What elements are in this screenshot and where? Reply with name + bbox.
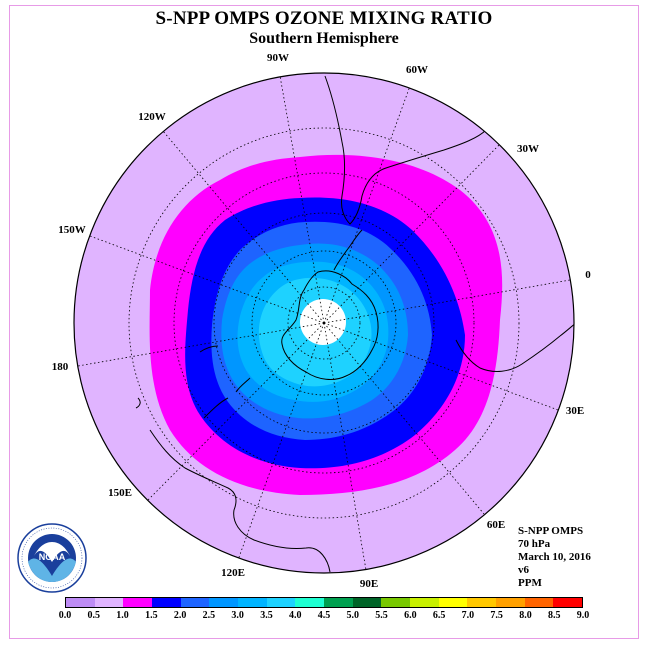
lon-label-30w: 30W <box>517 143 539 155</box>
colorbar-tick-label: 6.5 <box>432 610 446 621</box>
info-units: PPM <box>518 577 542 589</box>
colorbar-tick-label: 4.5 <box>317 610 331 621</box>
latitude-lines <box>128 127 520 519</box>
lon-label-90e: 90E <box>360 578 378 590</box>
colorbar-tick-label: 0.0 <box>58 610 72 621</box>
colorbar-swatch <box>152 598 181 607</box>
colorbar-tick-label: 7.5 <box>490 610 503 621</box>
lon-label-120e: 120E <box>221 567 245 579</box>
info-date: March 10, 2016 <box>518 551 591 563</box>
colorbar <box>65 597 583 608</box>
colorbar-swatch <box>123 598 153 607</box>
lon-label-120w: 120W <box>138 111 166 123</box>
colorbar-tick-label: 5.0 <box>346 610 360 621</box>
colorbar-swatch <box>295 598 325 607</box>
lon-label-180: 180 <box>52 361 69 373</box>
colorbar-tick-label: 6.0 <box>404 610 417 621</box>
colorbar-swatch <box>467 598 497 607</box>
colorbar-tick-label: 9.0 <box>576 610 590 621</box>
colorbar-tick-label: 8.0 <box>519 610 532 621</box>
colorbar-swatch <box>180 598 210 607</box>
colorbar-swatch <box>553 598 583 607</box>
info-version: v6 <box>518 564 529 576</box>
colorbar-swatch <box>438 598 468 607</box>
lon-label-60w: 60W <box>406 64 428 76</box>
colorbar-tick-label: 3.0 <box>231 610 244 621</box>
colorbar-swatch <box>238 598 267 607</box>
colorbar-tick-label: 1.0 <box>116 610 129 621</box>
colorbar-tick-label: 2.5 <box>202 610 216 621</box>
info-level: 70 hPa <box>518 538 551 550</box>
lon-label-90w: 90W <box>267 52 289 64</box>
colorbar-tick-label: 8.5 <box>547 610 561 621</box>
noaa-logo-text: NOAA <box>39 552 66 562</box>
lon-label-60e: 60E <box>487 519 505 531</box>
lon-label-150e: 150E <box>108 487 132 499</box>
colorbar-swatch <box>94 598 124 607</box>
meridian-lines <box>77 75 571 571</box>
map-title: S-NPP OMPS OZONE MIXING RATIO <box>155 8 493 29</box>
colorbar-swatch <box>496 598 525 607</box>
colorbar-swatch <box>324 598 353 607</box>
colorbar-tick-label: 7.0 <box>461 610 475 621</box>
lon-label-30e: 30E <box>566 405 584 417</box>
colorbar-tick-label: 3.5 <box>260 610 273 621</box>
lon-label-0: 0 <box>585 269 591 281</box>
colorbar-swatch <box>410 598 439 607</box>
info-instrument: S-NPP OMPS <box>518 525 584 537</box>
noaa-logo: NOAA <box>17 523 87 593</box>
colorbar-tick-label: 4.0 <box>288 610 302 621</box>
colorbar-ticks: 0.0 0.5 1.0 1.5 2.0 2.5 3.0 3.5 4.0 4.5 5.0 5.5 6.0 6… <box>0 610 648 624</box>
colorbar-swatch <box>352 598 382 607</box>
colorbar-swatch <box>524 598 554 607</box>
colorbar-tick-label: 2.0 <box>173 610 187 621</box>
map-subtitle: Southern Hemisphere <box>249 30 399 47</box>
colorbar-swatch <box>209 598 239 607</box>
coastlines <box>135 75 574 573</box>
info-block: S-NPP OMPS 70 hPa March 10, 2016 v6 PPM <box>518 525 591 590</box>
colorbar-tick-label: 0.5 <box>87 610 101 621</box>
colorbar-tick-label: 5.5 <box>375 610 388 621</box>
longitude-labels: 90W 60W 30W 0 30E 60E 90E 120E 150E 180 … <box>52 52 592 590</box>
plot-frame <box>9 5 639 639</box>
colorbar-tick-label: 1.5 <box>145 610 158 621</box>
colorbar-swatch <box>381 598 411 607</box>
lon-label-150w: 150W <box>58 224 86 236</box>
colorbar-swatch <box>66 598 95 607</box>
colorbar-swatch <box>266 598 296 607</box>
